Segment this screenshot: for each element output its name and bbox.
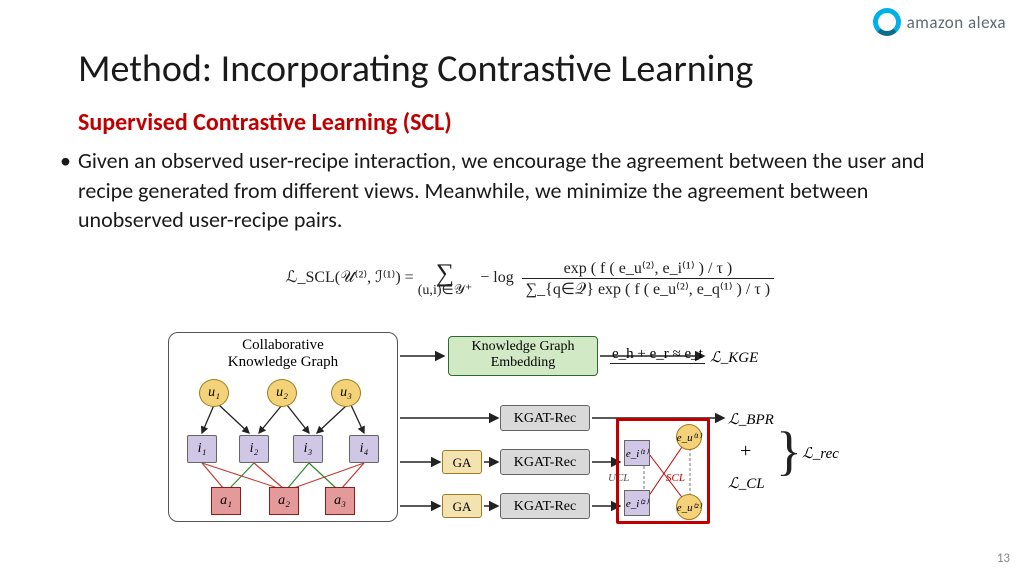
page-number: 13 bbox=[997, 551, 1010, 566]
node-i2: i₂ bbox=[239, 435, 269, 463]
loss-rec: ℒ_rec bbox=[802, 444, 839, 463]
sigma-sub: (u,i)∈𝒴⁺ bbox=[418, 284, 473, 297]
formula-fraction: exp ( f ( e_u⁽²⁾, e_i⁽¹⁾ ) / τ ) ∑_{q∈𝒬}… bbox=[522, 258, 774, 299]
ga-box-1: GA bbox=[442, 450, 482, 474]
highlight-frame bbox=[616, 418, 710, 524]
slide-subtitle: Supervised Contrastive Learning (SCL) bbox=[78, 108, 452, 137]
eq-kge: e_h + e_r ≈ e_t bbox=[610, 346, 705, 364]
neg-log: − log bbox=[480, 269, 513, 286]
scl-formula: ℒ_SCL(𝒰⁽²⁾, ℐ⁽¹⁾) = ∑(u,i)∈𝒴⁺ − log exp … bbox=[250, 258, 810, 299]
node-i1: i₁ bbox=[187, 435, 217, 463]
loss-kge: ℒ_KGE bbox=[710, 348, 758, 367]
loss-cl: ℒ_CL bbox=[728, 474, 765, 493]
architecture-diagram: CollaborativeKnowledge Graph bbox=[168, 332, 868, 552]
alexa-ring-icon bbox=[873, 8, 901, 36]
node-i4: i₄ bbox=[349, 435, 379, 463]
loss-bpr: ℒ_BPR bbox=[728, 410, 774, 429]
formula-numerator: exp ( f ( e_u⁽²⁾, e_i⁽¹⁾ ) / τ ) bbox=[522, 258, 774, 279]
node-u2: u₂ bbox=[267, 379, 297, 407]
formula-lhs: ℒ_SCL(𝒰⁽²⁾, ℐ⁽¹⁾) = bbox=[286, 269, 414, 286]
node-i3: i₃ bbox=[293, 435, 323, 463]
ckg-title: CollaborativeKnowledge Graph bbox=[169, 337, 397, 371]
bullet-text: • Given an observed user-recipe interact… bbox=[78, 146, 928, 235]
bullet-marker: • bbox=[60, 146, 71, 176]
bullet-content: Given an observed user-recipe interactio… bbox=[78, 147, 925, 233]
node-a2: a₂ bbox=[269, 487, 299, 515]
kgat-rec-1: KGAT-Rec bbox=[500, 405, 590, 431]
node-u1: u₁ bbox=[199, 379, 229, 407]
slide-title: Method: Incorporating Contrastive Learni… bbox=[78, 46, 753, 92]
ckg-box: CollaborativeKnowledge Graph bbox=[168, 332, 398, 522]
plus-sign: + bbox=[740, 440, 751, 463]
brand-logo: amazon alexa bbox=[873, 8, 1006, 36]
sigma-icon: ∑(u,i)∈𝒴⁺ bbox=[418, 261, 473, 297]
ga-box-2: GA bbox=[442, 494, 482, 518]
node-a1: a₁ bbox=[211, 487, 241, 515]
kgat-rec-3: KGAT-Rec bbox=[500, 493, 590, 519]
brace-icon: } bbox=[776, 420, 802, 482]
kge-box: Knowledge GraphEmbedding bbox=[448, 336, 598, 376]
node-u3: u₃ bbox=[331, 379, 361, 407]
brand-text: amazon alexa bbox=[907, 12, 1006, 33]
formula-denominator: ∑_{q∈𝒬} exp ( f ( e_u⁽²⁾, e_q⁽¹⁾ ) / τ ) bbox=[522, 279, 774, 299]
kgat-rec-2: KGAT-Rec bbox=[500, 449, 590, 475]
node-a3: a₃ bbox=[325, 487, 355, 515]
